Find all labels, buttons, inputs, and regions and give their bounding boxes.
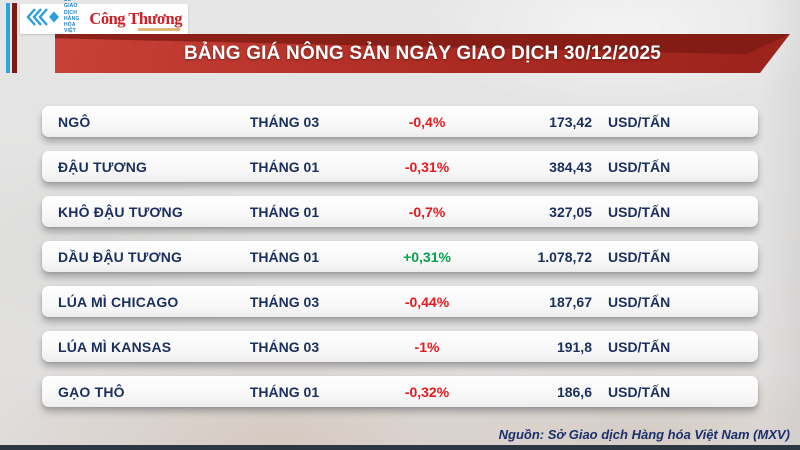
contract-month: THÁNG 03 (249, 113, 320, 130)
change-percent: -0,7% (408, 203, 446, 220)
publisher-logo-box: SỞ GIAO DỊCH HÀNG HÓA VIỆT NAM Công Thươ… (20, 0, 188, 41)
title-banner: BẢNG GIÁ NÔNG SẢN NGÀY GIAO DỊCH 30/12/2… (55, 34, 790, 73)
table-row-dau-tuong: ĐẬU TƯƠNG THÁNG 01 -0,31% 384,43 USD/TẤN (42, 151, 758, 182)
price-value: 384,43 (549, 158, 592, 175)
left-accent-bar-maroon (12, 3, 17, 73)
price-value: 186,6 (556, 383, 592, 400)
table-row-lua-mi-kansas: LÚA MÌ KANSAS THÁNG 03 -1% 191,8 USD/TẤN (42, 331, 758, 362)
price-value: 173,42 (549, 113, 592, 130)
table-row-gao-tho: GẠO THÔ THÁNG 01 -0,32% 186,6 USD/TẤN (42, 376, 758, 407)
commodity-name: KHÔ ĐẬU TƯƠNG (58, 203, 183, 220)
table-row-lua-mi-chicago: LÚA MÌ CHICAGO THÁNG 03 -0,44% 187,67 US… (42, 286, 758, 317)
change-percent: -0,31% (404, 158, 450, 175)
table-row-ngo: NGÔ THÁNG 03 -0,4% 173,42 USD/TẤN (42, 106, 758, 137)
price-unit: USD/TẤN (608, 338, 671, 355)
change-percent: -0,32% (404, 383, 450, 400)
price-value: 191,8 (556, 338, 592, 355)
commodity-name: DẦU ĐẬU TƯƠNG (58, 248, 183, 265)
cong-thuong-logo-underline (138, 28, 180, 31)
price-value: 1.078,72 (537, 248, 593, 265)
left-accent-bar-cyan (6, 3, 10, 73)
price-value: 327,05 (549, 203, 592, 220)
price-value: 187,67 (549, 293, 592, 310)
contract-month: THÁNG 01 (249, 383, 320, 400)
change-percent: -1% (414, 338, 440, 355)
change-percent: -0,4% (408, 113, 446, 130)
price-unit: USD/TẤN (608, 113, 671, 130)
commodity-name: GẠO THÔ (58, 383, 125, 400)
contract-month: THÁNG 01 (249, 248, 320, 265)
table-row-kho-dau-tuong: KHÔ ĐẬU TƯƠNG THÁNG 01 -0,7% 327,05 USD/… (42, 196, 758, 227)
cong-thuong-logo-text: Công Thương (89, 9, 182, 28)
change-percent: +0,31% (403, 248, 451, 265)
contract-month: THÁNG 01 (249, 203, 320, 220)
price-unit: USD/TẤN (608, 293, 671, 310)
table-row-dau-dau-tuong: DẦU ĐẬU TƯƠNG THÁNG 01 +0,31% 1.078,72 U… (42, 241, 758, 272)
change-percent: -0,44% (404, 293, 450, 310)
mxv-exchange-icon (26, 6, 60, 33)
contract-month: THÁNG 03 (249, 338, 320, 355)
price-unit: USD/TẤN (608, 383, 671, 400)
price-unit: USD/TẤN (608, 203, 671, 220)
cong-thuong-logo: Công Thương (89, 9, 182, 31)
price-table: NGÔ THÁNG 03 -0,4% 173,42 USD/TẤN ĐẬU TƯ… (42, 106, 758, 421)
source-attribution: Nguồn: Sở Giao dịch Hàng hóa Việt Nam (M… (498, 427, 790, 442)
price-unit: USD/TẤN (608, 248, 671, 265)
contract-month: THÁNG 01 (249, 158, 320, 175)
commodity-name: ĐẬU TƯƠNG (58, 158, 148, 175)
commodity-name: NGÔ (58, 113, 91, 130)
bottom-border-strip (0, 445, 800, 450)
price-unit: USD/TẤN (608, 158, 671, 175)
contract-month: THÁNG 03 (249, 293, 320, 310)
commodity-name: LÚA MÌ CHICAGO (58, 293, 179, 310)
commodity-name: LÚA MÌ KANSAS (58, 338, 172, 355)
page-title: BẢNG GIÁ NÔNG SẢN NGÀY GIAO DỊCH 30/12/2… (183, 42, 662, 64)
